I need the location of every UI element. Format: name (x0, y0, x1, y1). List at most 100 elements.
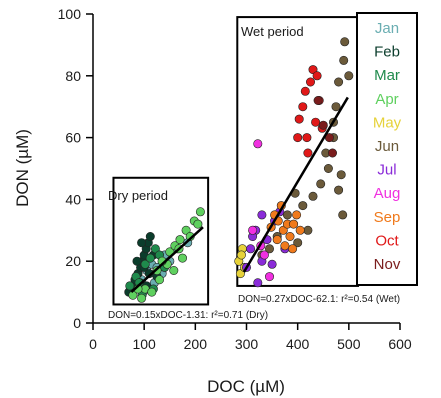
point-jun (298, 201, 308, 211)
x-tick-label: 400 (286, 336, 310, 352)
point-jun (293, 238, 303, 248)
point-jun (344, 71, 354, 81)
point-jun (282, 210, 292, 220)
point-nov (327, 148, 337, 158)
point-apr (178, 253, 188, 263)
point-oct (311, 117, 321, 127)
point-oct (312, 71, 322, 81)
point-jun (338, 210, 348, 220)
point-feb (137, 238, 147, 248)
y-axis-label: DON (µM) (13, 129, 32, 207)
point-nov (318, 120, 328, 130)
point-jul (246, 244, 256, 254)
point-jun (336, 170, 346, 180)
dry-period-label: Dry period (108, 188, 168, 203)
point-sep (288, 244, 298, 254)
x-tick-label: 600 (388, 336, 412, 352)
point-feb (145, 232, 155, 242)
x-tick-label: 0 (89, 336, 97, 352)
point-aug (259, 250, 269, 260)
point-sep (272, 235, 282, 245)
point-sep (280, 241, 290, 251)
point-mar (150, 244, 160, 254)
point-apr (193, 219, 203, 229)
y-tick-label: 80 (65, 68, 81, 84)
point-apr (181, 225, 191, 235)
point-feb (132, 256, 142, 266)
legend-item-apr: Apr (375, 91, 398, 108)
y-tick-label: 20 (65, 253, 81, 269)
point-jun (331, 102, 341, 112)
point-aug (264, 272, 274, 282)
point-apr (137, 293, 147, 303)
x-tick-label: 100 (132, 336, 156, 352)
legend-item-jan: Jan (375, 20, 399, 37)
point-oct (298, 102, 308, 112)
point-jun (334, 77, 344, 87)
x-tick-label: 500 (337, 336, 361, 352)
y-tick-label: 0 (73, 315, 81, 331)
point-may (235, 269, 245, 279)
point-apr (175, 235, 185, 245)
point-apr (169, 265, 179, 275)
legend-item-jun: Jun (375, 138, 399, 155)
x-tick-label: 300 (235, 336, 259, 352)
point-jun (264, 244, 274, 254)
point-apr (155, 275, 165, 285)
point-jun (334, 185, 344, 195)
point-apr (147, 287, 157, 297)
data-points (124, 37, 354, 303)
regression-lines (130, 96, 349, 294)
point-sep (278, 225, 288, 235)
axes: 0 100 200 300 400 500 600 0 20 40 60 80 100 (58, 6, 412, 352)
y-tick-label: 40 (65, 191, 81, 207)
point-aug (253, 139, 263, 149)
legend-item-feb: Feb (374, 44, 400, 61)
point-sep (285, 232, 295, 242)
point-jun (303, 225, 313, 235)
wet-period-label: Wet period (241, 24, 304, 39)
fit-line-dry (130, 226, 204, 294)
point-oct (302, 133, 312, 143)
point-jul (253, 278, 263, 288)
point-jul (257, 210, 267, 220)
legend-item-oct: Oct (375, 232, 399, 249)
point-oct (300, 86, 310, 96)
point-oct (293, 133, 303, 143)
point-sep (295, 225, 305, 235)
point-jul (267, 259, 277, 269)
point-oct (294, 114, 304, 124)
point-oct (308, 65, 318, 75)
legend-item-mar: Mar (374, 67, 400, 84)
point-jun (308, 191, 318, 201)
legend-item-sep: Sep (374, 209, 401, 226)
point-mar (145, 253, 155, 263)
y-tick-label: 60 (65, 130, 81, 146)
point-sep (292, 210, 302, 220)
x-tick-label: 200 (184, 336, 208, 352)
point-may (236, 250, 246, 260)
legend-item-nov: Nov (374, 256, 401, 273)
legend: Jan Feb Mar Apr May Jun Jul Aug Sep Oct Nov (373, 20, 402, 273)
point-mar (140, 259, 150, 269)
fit-line-wet (242, 96, 349, 273)
x-axis-label: DOC (µM) (207, 377, 285, 396)
legend-item-jul: Jul (377, 162, 396, 179)
point-mar (125, 281, 135, 291)
point-jun (323, 164, 333, 174)
point-jun (339, 55, 349, 65)
point-jun (340, 37, 350, 47)
legend-item-aug: Aug (374, 185, 401, 202)
wet-equation: DON=0.27xDOC-62.1: r²=0.54 (Wet) (238, 294, 400, 305)
dry-equation: DON=0.15xDOC-1.31: r²=0.71 (Dry) (108, 310, 268, 321)
point-oct (303, 148, 313, 158)
point-sep (289, 219, 299, 229)
point-nov (313, 96, 323, 106)
point-aug (248, 225, 258, 235)
y-tick-label: 100 (58, 6, 82, 22)
dry-period-box (112, 176, 210, 306)
point-jun (316, 179, 326, 189)
point-oct (305, 77, 315, 87)
legend-item-may: May (373, 114, 402, 131)
